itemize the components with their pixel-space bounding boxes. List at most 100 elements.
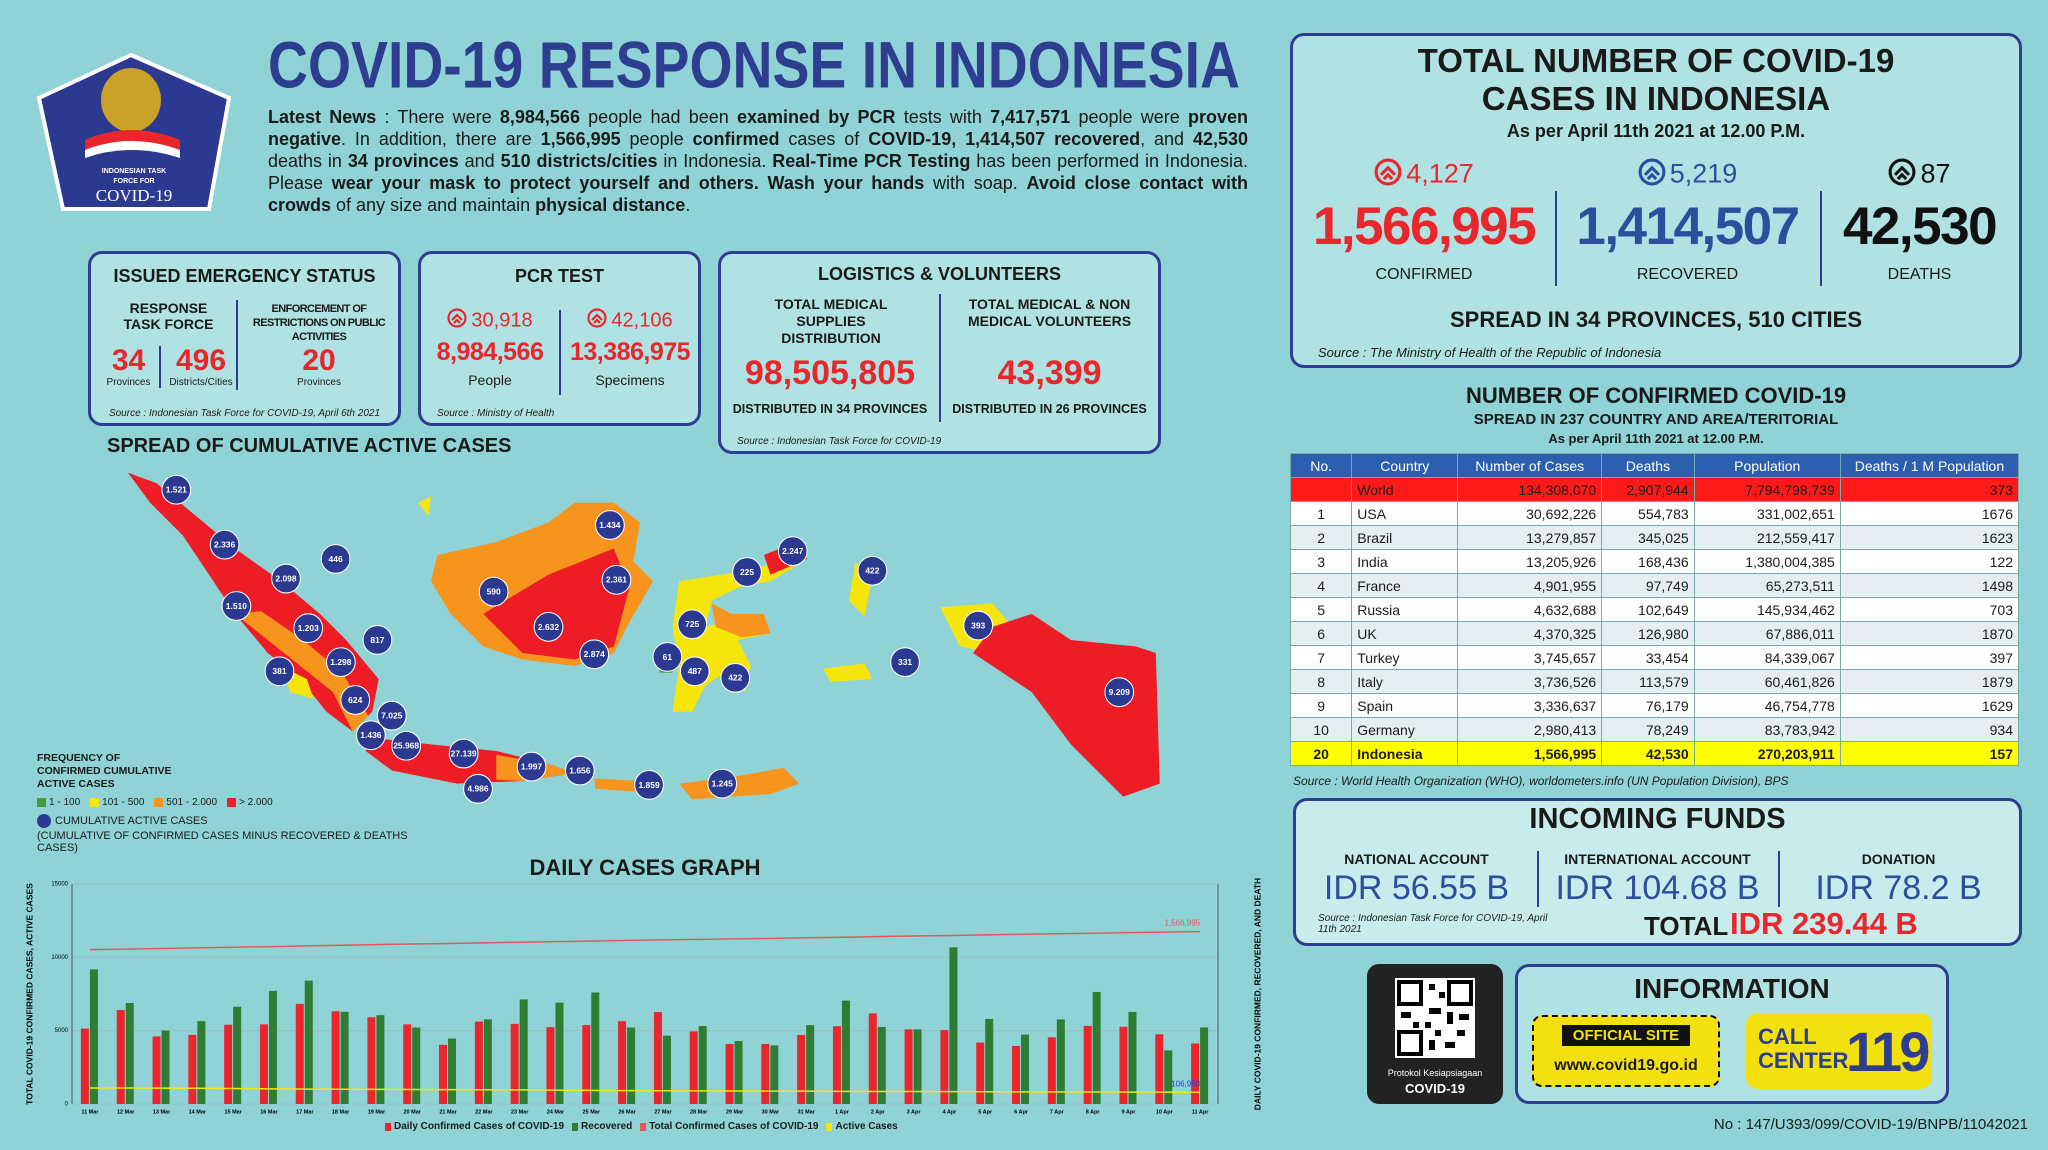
bar — [1056, 1019, 1065, 1104]
bubble-label: 9.209 — [1109, 687, 1130, 697]
table-cell: 157 — [1839, 741, 2020, 766]
account-value: IDR 78.2 B — [1815, 869, 1982, 907]
table-cell: 270,203,911 — [1693, 741, 1841, 766]
legend-label: Daily Confirmed Cases of COVID-19 — [394, 1121, 565, 1132]
bar — [555, 1002, 564, 1104]
table-cell: Germany — [1351, 717, 1459, 742]
source: Source : Indonesian Task Force for COVID… — [737, 436, 942, 447]
call-center[interactable]: CALL CENTER 119 — [1746, 1013, 1932, 1089]
bar — [295, 1003, 304, 1104]
bubble-label: 1.436 — [360, 730, 381, 740]
bubble — [325, 647, 356, 678]
bubble — [209, 529, 240, 560]
table-cell: UK — [1351, 621, 1459, 646]
bar — [1083, 1025, 1092, 1104]
table-cell: 2 — [1289, 525, 1353, 550]
table-cell: Turkey — [1351, 645, 1459, 670]
value-label: 106,958 — [1171, 1079, 1200, 1088]
x-tick-label: 12 Mar — [117, 1109, 135, 1115]
bar — [904, 1029, 913, 1104]
value-label: Provinces — [297, 377, 341, 388]
divider — [939, 294, 941, 422]
bubble-label: 624 — [348, 695, 362, 705]
table-cell: 84,339,067 — [1693, 645, 1841, 670]
bubble — [264, 656, 295, 687]
value: 20 — [302, 344, 336, 377]
table-cell: 4,632,688 — [1457, 597, 1603, 622]
official-site[interactable]: OFFICIAL SITE www.covid19.go.id — [1532, 1015, 1720, 1087]
delta-value: 87 — [1920, 158, 1951, 189]
source: Source : Indonesian Task Force for COVID… — [108, 408, 381, 419]
bubble-label: 225 — [740, 567, 754, 577]
table-cell: 331,002,651 — [1693, 501, 1841, 526]
table-cell: 6 — [1289, 621, 1353, 646]
bar — [797, 1034, 806, 1104]
table-cell: 30,692,226 — [1457, 501, 1603, 526]
x-tick-label: 11 Apr — [1192, 1109, 1209, 1115]
bubble-label: 331 — [898, 657, 912, 667]
site-label: OFFICIAL SITE — [1562, 1025, 1690, 1046]
news-segment: 510 districts/cities — [500, 151, 658, 171]
bar — [439, 1044, 448, 1104]
x-tick-label: 14 Mar — [189, 1109, 207, 1115]
table-cell: 3,336,637 — [1457, 693, 1603, 718]
bubble — [679, 656, 710, 687]
news-segment: COVID-19, 1,414,507 recovered — [868, 129, 1141, 149]
x-tick-label: 30 Mar — [762, 1109, 780, 1115]
bubble-label: 446 — [329, 554, 343, 564]
delta-value: 42,106 — [611, 309, 673, 332]
column-header: ENFORCEMENT OF RESTRICTIONS ON PUBLIC AC… — [252, 303, 386, 343]
bar — [949, 947, 958, 1104]
news-segment: of any size and maintain — [331, 195, 536, 215]
daily-chart: 0 5000 10000 15000 TOTAL COVID-19 CONFIRMED … — [24, 878, 1262, 1116]
y2-axis-title: DAILY COVID-19 CONFIRMED, RECOVERED, AND… — [1252, 878, 1262, 1110]
region — [822, 663, 873, 682]
table-cell: 1498 — [1839, 573, 2020, 598]
legend-label: 101 - 500 — [102, 797, 145, 808]
table-cell — [1289, 477, 1353, 502]
table-cell: 60,461,826 — [1693, 669, 1841, 694]
news-segment: Latest News — [268, 107, 377, 127]
region — [235, 611, 369, 732]
map: 1.521 2.336 446 2.098 1.510 1.203 817 381 1.298 6… — [127, 472, 1160, 804]
bubble — [652, 642, 683, 672]
bubble-label: 1.656 — [569, 765, 590, 775]
x-tick-label: 26 Mar — [618, 1109, 636, 1115]
news-segment: physical distance — [535, 195, 686, 215]
legend-note: (CUMULATIVE OF CONFIRMED CASES MINUS REC… — [37, 830, 408, 854]
bubble — [564, 755, 595, 786]
divider — [1778, 851, 1780, 907]
region — [711, 603, 771, 638]
panel-title: TOTAL NUMBER OF COVID-19 CASES IN INDONES… — [1293, 42, 2019, 118]
legend-label: > 2.000 — [239, 797, 273, 808]
table-cell: 97,749 — [1601, 573, 1695, 598]
column-header: No. — [1289, 453, 1353, 478]
icon-ring — [1889, 158, 1916, 186]
bubble-label: 590 — [487, 587, 501, 597]
bubble — [732, 557, 762, 587]
bar — [403, 1024, 412, 1104]
legend-swatch — [385, 1122, 391, 1131]
up-icon-wrap — [1374, 158, 1402, 193]
legend-item: Recovered — [572, 1121, 632, 1132]
bar — [832, 1026, 841, 1104]
x-tick-label: 8 Apr — [1086, 1109, 1101, 1115]
news-segment: with soap. — [924, 173, 1027, 193]
icon-ring — [1638, 158, 1666, 186]
bubble — [320, 544, 351, 574]
latest-news: Latest News : There were 8,984,566 peopl… — [268, 106, 1248, 216]
source: Source : Ministry of Health — [437, 408, 555, 419]
news-segment: Real-Time PCR Testing — [772, 151, 971, 171]
total-label: CONFIRMED — [1375, 266, 1473, 283]
account-label: DONATION — [1861, 851, 1936, 867]
table-cell: 78,249 — [1601, 717, 1695, 742]
bubble — [362, 625, 393, 655]
table-cell: 1629 — [1839, 693, 2020, 718]
up-icon — [447, 308, 468, 328]
x-tick-label: 22 Mar — [475, 1109, 493, 1115]
delta-value: 5,219 — [1669, 158, 1738, 189]
column-header: Deaths — [1601, 453, 1695, 478]
bubble-label: 1.434 — [599, 520, 620, 530]
table-cell: 7,794,798,739 — [1693, 477, 1841, 502]
